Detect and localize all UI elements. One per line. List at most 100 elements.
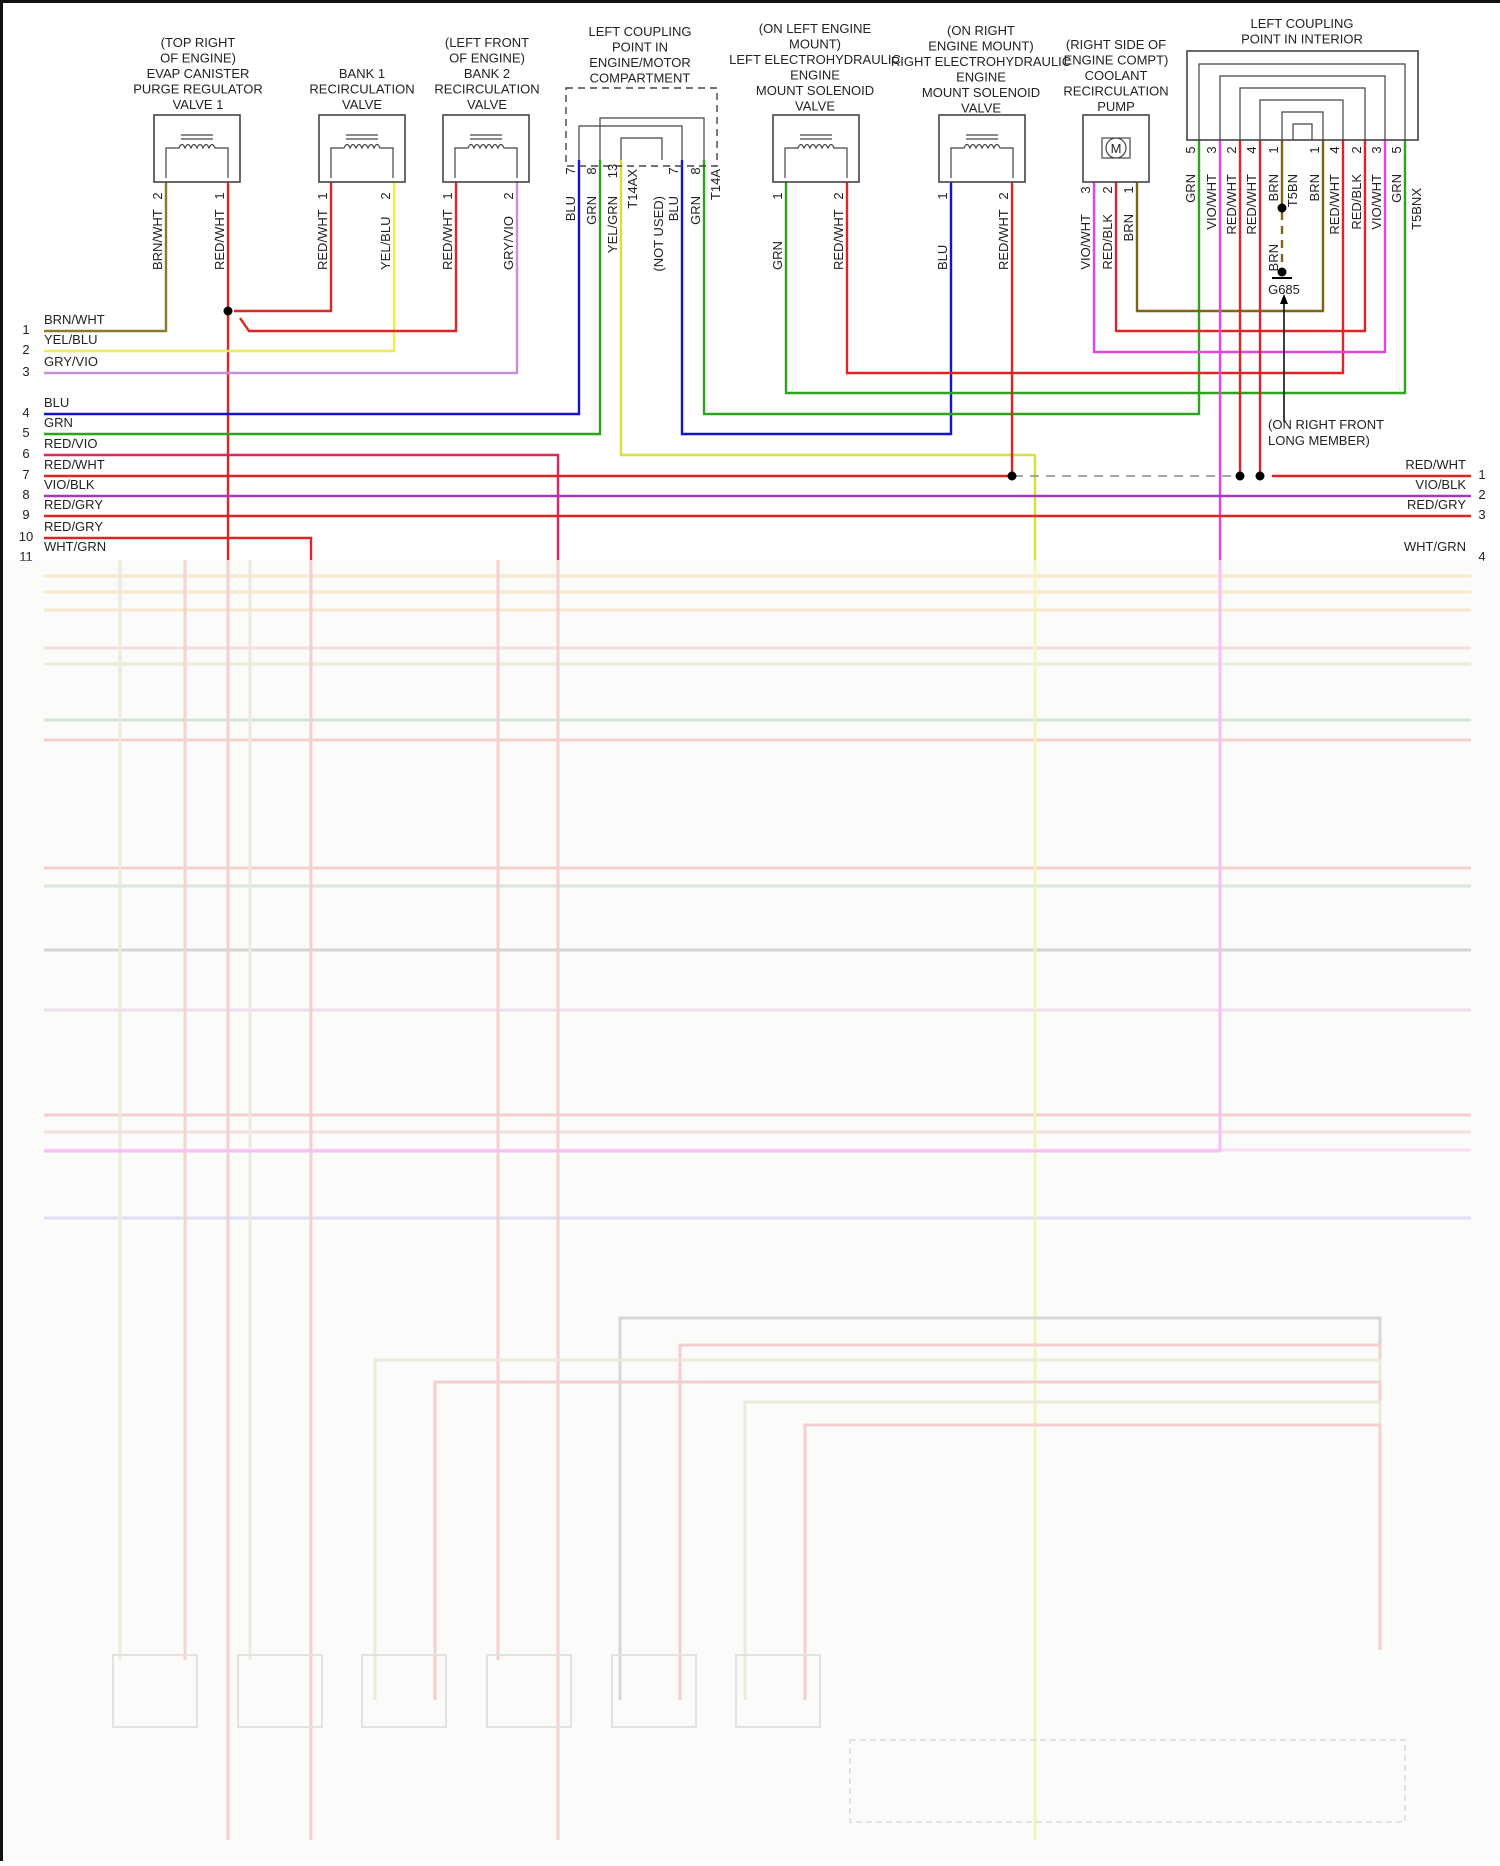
component-title-line: BANK 1 — [339, 66, 385, 81]
row-number: 1 — [22, 322, 29, 337]
component-title-line: LEFT ELECTROHYDRAULIC — [729, 52, 901, 67]
wires — [44, 140, 1471, 560]
pin-wire-color: RED/WHT — [1224, 174, 1239, 235]
row-wire-color: WHT/GRN — [44, 539, 106, 554]
component-title-line: ENGINE — [956, 70, 1006, 85]
solenoid-coil-icon — [165, 143, 229, 178]
solenoid-coil-icon — [950, 143, 1014, 178]
ground-wire-color: BRN — [1266, 244, 1281, 271]
pin-number: 1 — [212, 192, 227, 199]
wire-red-wht-left-mount — [845, 140, 1345, 375]
solenoid-coil-icon — [330, 143, 394, 178]
pin-wire-color: GRN — [770, 241, 785, 270]
pin-wire-color: BRN — [1307, 174, 1322, 201]
row-number: 5 — [22, 425, 29, 440]
pin-number: 1 — [1266, 146, 1281, 153]
pin-number: 1 — [315, 192, 330, 199]
pin-number: 2 — [1224, 146, 1239, 153]
pin-wire-color: GRN — [584, 196, 599, 225]
row-wire-color: RED/GRY — [1407, 497, 1466, 512]
solenoid-coil-icon — [454, 143, 518, 178]
row-wire-color: BRN/WHT — [44, 312, 105, 327]
pin-number: 2 — [1349, 146, 1364, 153]
component-title-line: MOUNT SOLENOID — [922, 85, 1040, 100]
component-title-line: COMPARTMENT — [590, 71, 691, 86]
pin-wire-color: BRN/WHT — [150, 209, 165, 270]
pin-wire-color: RED/WHT — [1327, 174, 1342, 235]
wire-yel-grn — [619, 160, 1037, 560]
row-wire-color: RED/WHT — [44, 457, 105, 472]
pin-number: 1 — [1307, 146, 1322, 153]
row-number: 11 — [19, 549, 33, 564]
frame-left — [0, 0, 3, 1861]
component-title-line: VALVE — [342, 97, 382, 112]
pin-number: 2 — [1100, 186, 1115, 193]
row-number: 3 — [1478, 507, 1485, 522]
splice-dot — [1255, 471, 1265, 481]
pin-wire-color: RED/WHT — [315, 209, 330, 270]
pin-wire-color: YEL/GRN — [605, 196, 620, 253]
engine-coupling-box — [565, 87, 718, 167]
pin-wire-color: RED/WHT — [831, 209, 846, 270]
pin-wire-color: GRN — [1389, 174, 1404, 203]
wire-blu-row4 — [44, 160, 581, 416]
component-title-line: RIGHT ELECTROHYDRAULIC — [891, 54, 1071, 69]
component-title-line: POINT IN — [612, 40, 668, 55]
solenoid-coil-icon — [784, 143, 848, 178]
interior-bridges — [1198, 63, 1406, 140]
component-title-line: OF ENGINE) — [449, 51, 525, 66]
pin-wire-color: RED/WHT — [1244, 174, 1259, 235]
component-title-line: (ON LEFT ENGINE — [759, 21, 872, 36]
pin-wire-color: BLU — [666, 196, 681, 221]
component-title-line: (LEFT FRONT — [445, 35, 529, 50]
pin-wire-color: RED/WHT — [996, 209, 1011, 270]
pin-number: 2 — [831, 192, 846, 199]
connector-id: T5BNX — [1409, 188, 1424, 230]
wire-red-gry-row10 — [44, 536, 313, 560]
component-title-line: MOUNT) — [789, 37, 841, 52]
connector-id: T14A — [708, 169, 723, 200]
ground-location-note: LONG MEMBER) — [1268, 433, 1370, 448]
component-title-line: COOLANT — [1085, 68, 1148, 83]
component-title-line: (TOP RIGHT — [161, 35, 236, 50]
pin-wire-color: RED/WHT — [212, 209, 227, 270]
component-title-line: LEFT COUPLING — [588, 24, 691, 39]
component-title-line: EVAP CANISTER — [147, 66, 250, 81]
component-title-line: RECIRCULATION — [309, 82, 414, 97]
wire-gry-vio — [44, 182, 519, 375]
pin-wire-color: YEL/BLU — [378, 217, 393, 270]
wire-red-wht-bank2 — [239, 182, 458, 333]
row-wire-color: BLU — [44, 395, 69, 410]
motor-symbol: M — [1111, 141, 1122, 156]
row-wire-color: YEL/BLU — [44, 332, 97, 347]
pin-number: 2 — [150, 192, 165, 199]
pin-number: 1 — [1121, 186, 1136, 193]
pin-wire-color: BLU — [935, 245, 950, 270]
component-title-line: ENGINE COMPT) — [1064, 53, 1169, 68]
component-title-line: VALVE — [467, 97, 507, 112]
row-number: 7 — [22, 467, 29, 482]
pin-wire-color: BLU — [563, 196, 578, 221]
ground-location-note: (ON RIGHT FRONT — [1268, 417, 1384, 432]
splice-dot — [1007, 471, 1017, 481]
components: M — [153, 50, 1419, 183]
row-wire-color: VIO/BLK — [1415, 477, 1466, 492]
wire-red-wht-bank1 — [234, 182, 333, 313]
row-wire-color: RED/VIO — [44, 436, 97, 451]
pin-number: 1 — [440, 192, 455, 199]
component-title-line: PURGE REGULATOR — [133, 82, 263, 97]
pin-number: 13 — [605, 164, 620, 178]
connector-id: T5BN — [1285, 174, 1300, 207]
component-title-line: BANK 2 — [464, 66, 510, 81]
component-title-line: RECIRCULATION — [434, 82, 539, 97]
row-number: 1 — [1478, 467, 1485, 482]
wire-red-vio — [44, 453, 560, 560]
pin-wire-color: RED/WHT — [440, 209, 455, 270]
interior-coupling-box — [1186, 50, 1419, 141]
row-wire-color: RED/GRY — [44, 497, 103, 512]
component-title-line: POINT IN INTERIOR — [1241, 32, 1363, 47]
pin-number: 2 — [501, 192, 516, 199]
pin-number: 7 — [666, 167, 681, 174]
ground-id: G685 — [1268, 282, 1300, 297]
